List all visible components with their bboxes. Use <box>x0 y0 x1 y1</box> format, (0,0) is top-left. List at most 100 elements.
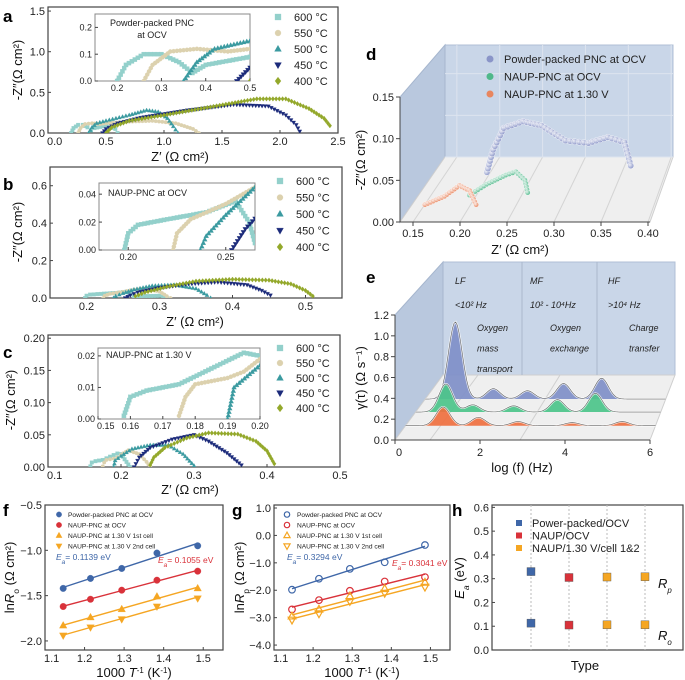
data-point <box>354 36 358 41</box>
data-point <box>681 251 685 256</box>
data-point <box>531 8 536 12</box>
legend-marker <box>274 76 282 86</box>
data-point <box>282 340 286 344</box>
y-axis-label-part: ln <box>2 603 17 613</box>
data-point <box>451 19 456 23</box>
data-point <box>267 176 272 180</box>
data-point <box>253 74 257 79</box>
y-tick-label: 0.6 <box>474 502 489 514</box>
data-point <box>160 119 165 124</box>
data-point <box>428 25 432 30</box>
data-point <box>272 45 276 49</box>
panel-label: f <box>3 501 9 520</box>
data-point <box>283 96 288 102</box>
data-point <box>284 31 289 35</box>
data-point <box>253 103 259 109</box>
data-point <box>261 228 265 233</box>
data-point <box>296 160 301 164</box>
data-point <box>268 221 272 226</box>
data-point <box>204 292 210 297</box>
data-point <box>621 256 625 261</box>
y-tick-label: −0.5 <box>20 500 42 512</box>
data-point <box>247 277 252 283</box>
data-point <box>385 325 390 329</box>
data-point <box>316 417 321 421</box>
data-point <box>671 250 675 255</box>
data-point <box>392 146 397 150</box>
data-point <box>333 42 337 46</box>
fit-line <box>291 573 426 608</box>
x-axis-label-part: T <box>357 665 366 680</box>
data-point <box>343 37 347 42</box>
x-tick-label: 0.0 <box>47 136 62 148</box>
data-point <box>247 65 250 71</box>
data-point <box>177 109 182 115</box>
data-point <box>264 60 268 64</box>
y-axis-label: Ea (eV) <box>452 557 471 599</box>
data-point <box>331 39 336 43</box>
data-point <box>534 7 539 11</box>
data-point <box>172 440 177 447</box>
legend-label: NAUP-PNC at OCV <box>297 523 355 530</box>
activation-energy-label: Ea= 0.3294 eV <box>287 552 343 566</box>
data-point <box>320 325 325 329</box>
x-axis-label-part: (K <box>372 665 389 680</box>
data-point <box>387 323 392 327</box>
data-point <box>266 357 271 361</box>
x-tick-label: 0.18 <box>186 421 204 431</box>
data-point <box>260 361 265 365</box>
data-point <box>328 40 333 44</box>
data-point <box>189 460 195 465</box>
y-tick-label: 0.15 <box>373 92 394 104</box>
data-point <box>447 19 452 23</box>
data-point <box>369 154 374 158</box>
data-point <box>280 96 285 102</box>
data-point <box>282 45 286 49</box>
plot-frame <box>49 166 343 299</box>
data-point <box>207 277 212 284</box>
data-point <box>257 362 260 368</box>
data-point <box>199 243 205 249</box>
data-point <box>556 6 560 11</box>
panel-label: d <box>366 45 376 64</box>
data-point <box>394 166 399 170</box>
data-point <box>308 156 313 160</box>
data-point <box>456 14 461 18</box>
data-point <box>118 564 126 572</box>
legend-marker <box>55 531 63 538</box>
x-tick-label: 0.3 <box>152 301 167 313</box>
ro-label-part: R <box>658 628 667 643</box>
drt-curve <box>415 383 661 413</box>
data-point <box>110 116 115 121</box>
data-point <box>357 316 362 320</box>
data-point <box>199 106 204 112</box>
data-point <box>526 11 530 16</box>
data-point <box>580 3 584 8</box>
data-point <box>349 16 354 20</box>
data-point <box>136 116 141 122</box>
data-point <box>245 224 251 230</box>
data-point <box>411 24 416 28</box>
x-axis-label: Z′ (Ω cm²) <box>491 242 549 257</box>
data-point <box>206 230 212 236</box>
ro-label-part: o <box>667 638 672 647</box>
data-point <box>393 6 398 10</box>
data-point <box>251 47 255 51</box>
data-point <box>681 153 685 158</box>
legend-marker <box>276 403 284 413</box>
x-axis-label-part: (K <box>144 665 161 680</box>
drt-curve <box>425 321 666 400</box>
data-point <box>162 445 167 451</box>
data-point <box>583 2 587 7</box>
data-point <box>177 449 183 454</box>
legend-item: 500 °C <box>274 44 328 56</box>
data-point <box>394 27 399 31</box>
data-point <box>270 96 275 102</box>
data-point <box>276 235 280 239</box>
data-point <box>331 168 336 172</box>
legend-marker <box>56 511 62 518</box>
data-point-highlight <box>473 202 479 208</box>
data-point <box>142 457 147 462</box>
data-point <box>93 459 98 464</box>
data-point <box>369 389 373 393</box>
